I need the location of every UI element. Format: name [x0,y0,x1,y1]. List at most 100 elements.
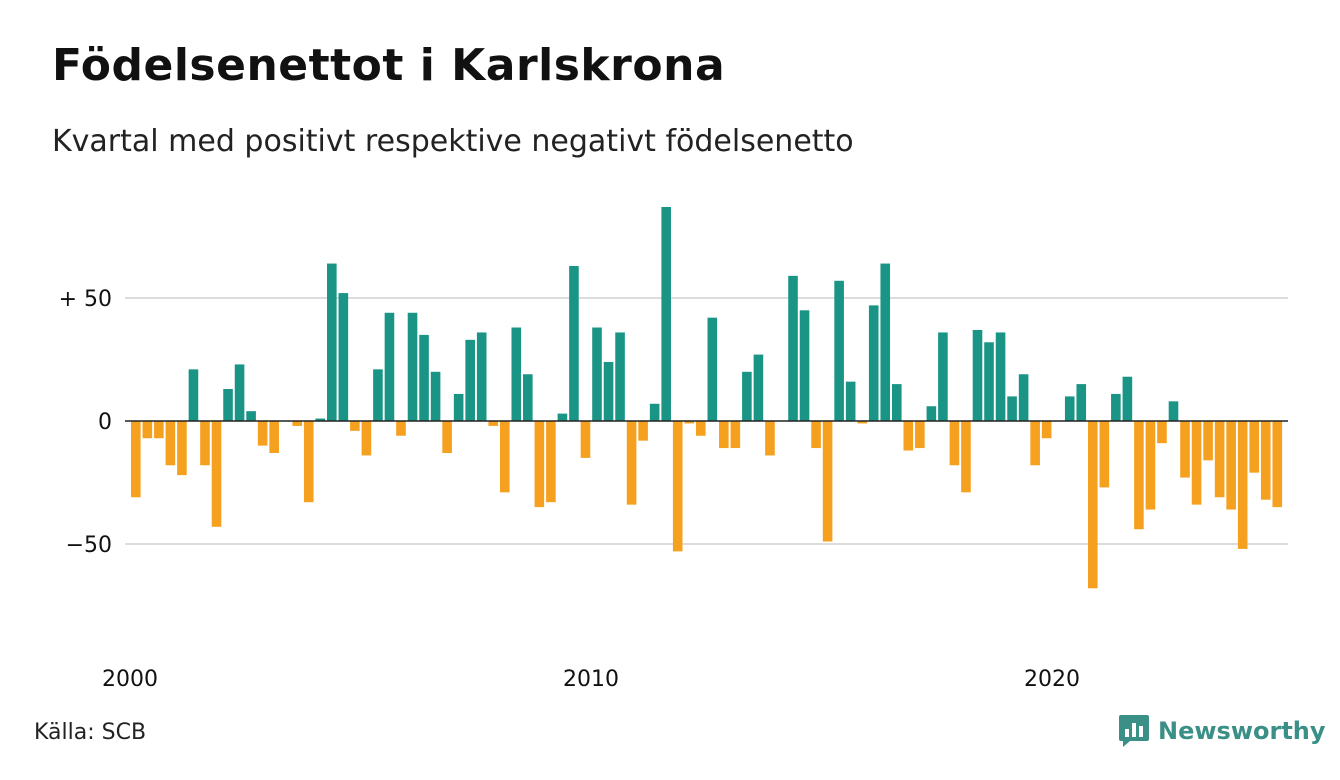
brand-logo: Newsworthy [1118,712,1326,750]
bar [1260,421,1271,500]
bar [580,421,591,458]
bar [834,280,844,421]
bar [303,421,314,503]
bar [557,413,568,421]
bar [257,421,268,446]
bar [938,332,948,421]
bar [1191,421,1202,505]
bar [949,421,960,466]
bar [1214,421,1225,498]
newsworthy-logo-icon [1119,715,1149,747]
bar [142,421,153,439]
bar [442,421,452,453]
bar [788,275,798,421]
bar [695,421,706,436]
bar [1157,421,1167,444]
bar [972,329,983,421]
bar [880,263,891,421]
bar [742,371,752,421]
bar [857,421,867,424]
axes: + 50 0 −50 2000 2010 2020 [59,287,1288,692]
bar [315,418,326,421]
y-tick-label: 0 [98,410,112,435]
bar [1122,376,1133,421]
bar [292,421,303,426]
bar [499,421,510,493]
bar [1064,396,1075,421]
chart-subtitle: Kvartal med positivt respektive negativt… [52,124,854,159]
bar [661,206,671,421]
bar [546,421,556,503]
bar [188,369,199,421]
x-tick-label: 2020 [1024,667,1080,692]
bar [915,421,925,449]
bar [269,421,279,453]
bar [1030,421,1040,466]
bar [430,371,441,421]
bar [1249,421,1260,473]
bar [707,317,718,421]
bar [799,310,810,421]
bar [868,305,879,421]
bar [131,421,141,498]
bar [476,332,487,421]
bars [131,206,1283,589]
bar [1018,374,1029,421]
x-tick-label: 2010 [563,667,619,692]
bar [211,421,222,527]
bar [1111,393,1121,421]
bar [407,312,418,421]
bar [453,393,464,421]
bar [672,421,683,552]
x-tick-label: 2000 [102,667,158,692]
y-tick-label: + 50 [59,287,112,312]
bar [154,421,164,439]
bar [165,421,176,466]
bar [419,334,429,421]
bar [569,266,579,421]
bar [350,421,360,431]
brand-name: Newsworthy [1158,717,1326,745]
bar [373,369,383,421]
bar [1099,421,1110,488]
bar [396,421,406,436]
bar [926,406,937,421]
bar [246,411,256,421]
bar [488,421,499,426]
bar [200,421,210,466]
bar [649,403,660,421]
bar [534,421,545,508]
bar [223,389,233,421]
bar [523,374,533,421]
bar [753,354,764,421]
bar [730,421,741,449]
bar [984,342,994,421]
bar [1076,384,1087,421]
bar [384,312,395,421]
bar [903,421,914,451]
bar [811,421,821,449]
bar [719,421,729,449]
bar [603,361,614,421]
chart-title: Födelsenettot i Karlskrona [52,40,726,91]
bar [1237,421,1248,549]
bar [1180,421,1190,478]
bar [327,263,337,421]
bar [1226,421,1236,510]
bar [995,332,1006,421]
bar [338,293,349,421]
bar [822,421,833,542]
bar [1007,396,1017,421]
bar [1168,401,1179,421]
bar [1272,421,1283,508]
source-note: Källa: SCB [34,720,147,745]
bar [1134,421,1144,530]
bar [891,384,902,421]
bar [765,421,775,456]
bar [234,364,245,421]
bar [638,421,648,441]
bar [465,339,475,421]
bar [511,327,522,421]
bar [1087,421,1098,589]
